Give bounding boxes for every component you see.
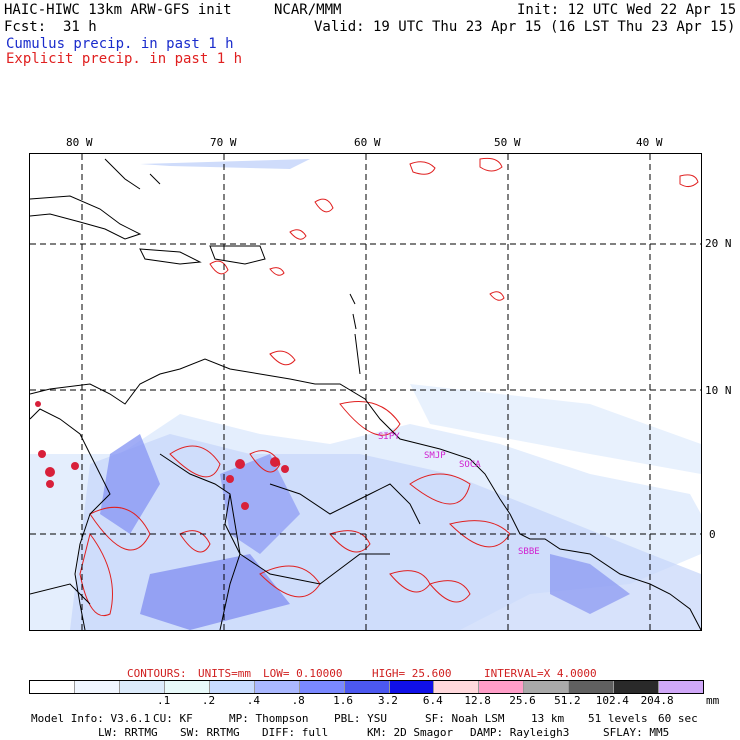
color-bar-tick-label: .1 — [156, 694, 171, 707]
station-label-smjp: SMJP — [424, 451, 446, 461]
lat-label-equator: 0 — [709, 528, 716, 541]
explicit-precip-contours — [79, 157, 699, 616]
color-bar-cell — [74, 681, 120, 693]
coastlines — [30, 158, 701, 630]
color-bar-cell — [344, 681, 390, 693]
fcst-value: 31 h — [63, 19, 97, 35]
model-info-timestep: 60 sec — [658, 712, 698, 725]
precip-color-bar — [29, 680, 704, 694]
color-bar-cell — [209, 681, 255, 693]
explicit-legend-label: Explicit precip. in past 1 h — [6, 51, 243, 67]
color-bar-cell — [524, 681, 570, 693]
color-bar-cell — [119, 681, 165, 693]
contours-high: HIGH= 25.600 — [372, 667, 452, 680]
color-bar-cell — [299, 681, 345, 693]
lat-label-20n: 20 N — [705, 237, 732, 250]
station-label-soca: SOCA — [459, 460, 481, 470]
color-bar-tick-label: 12.8 — [464, 694, 491, 707]
color-bar-tick-label: .8 — [291, 694, 305, 707]
color-bar-tick-label: 6.4 — [422, 694, 443, 707]
color-bar-tick-label: .2 — [201, 694, 216, 707]
precip-map — [29, 153, 702, 631]
model-info-resolution: 13 km — [531, 712, 565, 725]
color-bar-labels: .1 .2 .4 .8 1.6 3.2 6.4 12.8 25.6 51.2 102.4 204.8 — [29, 694, 702, 708]
station-label-sipy: SIPY — [378, 432, 400, 442]
lat-lon-grid — [30, 154, 701, 630]
valid-time: Valid: 19 UTC Thu 23 Apr 15 (16 LST Thu … — [314, 19, 736, 35]
color-bar-tick-label: 102.4 — [595, 694, 629, 707]
map-canvas — [30, 154, 701, 630]
cumulus-legend-label: Cumulus precip. in past 1 h — [6, 36, 234, 52]
lon-label-40w: 40 W — [636, 136, 663, 149]
model-info-damp: DAMP: Rayleigh3 — [470, 726, 570, 739]
color-bar-cell — [659, 681, 704, 693]
station-label-sbbe: SBBE — [518, 547, 540, 557]
color-bar-cell — [569, 681, 615, 693]
cumulus-shading — [30, 159, 701, 630]
fcst-label: Fcst: — [4, 19, 47, 35]
model-info-pbl: PBL: YSU — [334, 712, 387, 725]
color-bar-tick-label: 51.2 — [554, 694, 581, 707]
lon-label-60w: 60 W — [354, 136, 381, 149]
model-info-km: KM: 2D Smagor — [367, 726, 454, 739]
org-label: NCAR/MMM — [274, 2, 342, 18]
color-bar-tick-label: 204.8 — [640, 694, 674, 707]
model-info-lw: LW: RRTMG — [98, 726, 158, 739]
model-info-version: Model Info: V3.6.1 — [31, 712, 151, 725]
contours-interval: INTERVAL=X 4.0000 — [484, 667, 597, 680]
color-bar-cell — [164, 681, 210, 693]
color-bar-cell — [389, 681, 435, 693]
color-bar-cell — [254, 681, 300, 693]
color-bar-tick-label: 25.6 — [509, 694, 536, 707]
contours-title: CONTOURS: — [127, 667, 187, 680]
lon-label-70w: 70 W — [210, 136, 237, 149]
model-title: HAIC-HIWC 13km ARW-GFS init — [4, 2, 232, 18]
color-bar-tick-label: 1.6 — [333, 694, 353, 707]
model-info-cu: CU: KF — [153, 712, 193, 725]
init-time: Init: 12 UTC Wed 22 Apr 15 — [517, 2, 737, 18]
color-bar-units: mm — [706, 694, 720, 707]
lon-label-50w: 50 W — [494, 136, 521, 149]
model-info-diff: DIFF: full — [262, 726, 329, 739]
color-bar-cell — [479, 681, 525, 693]
model-info-levels: 51 levels — [588, 712, 648, 725]
color-bar-tick-label: 3.2 — [377, 694, 398, 707]
model-info-mp: MP: Thompson — [229, 712, 309, 725]
model-info-sf: SF: Noah LSM — [425, 712, 505, 725]
contours-units: UNITS=mm — [198, 667, 251, 680]
model-info-sw: SW: RRTMG — [180, 726, 240, 739]
color-bar-tick-label: .4 — [246, 694, 260, 707]
lat-label-10n: 10 N — [705, 384, 732, 397]
lon-label-80w: 80 W — [66, 136, 93, 149]
color-bar-cell — [614, 681, 660, 693]
color-bar-cell — [434, 681, 480, 693]
model-info-sflay: SFLAY: MM5 — [603, 726, 670, 739]
contours-low: LOW= 0.10000 — [263, 667, 343, 680]
color-bar-cell — [30, 681, 75, 693]
